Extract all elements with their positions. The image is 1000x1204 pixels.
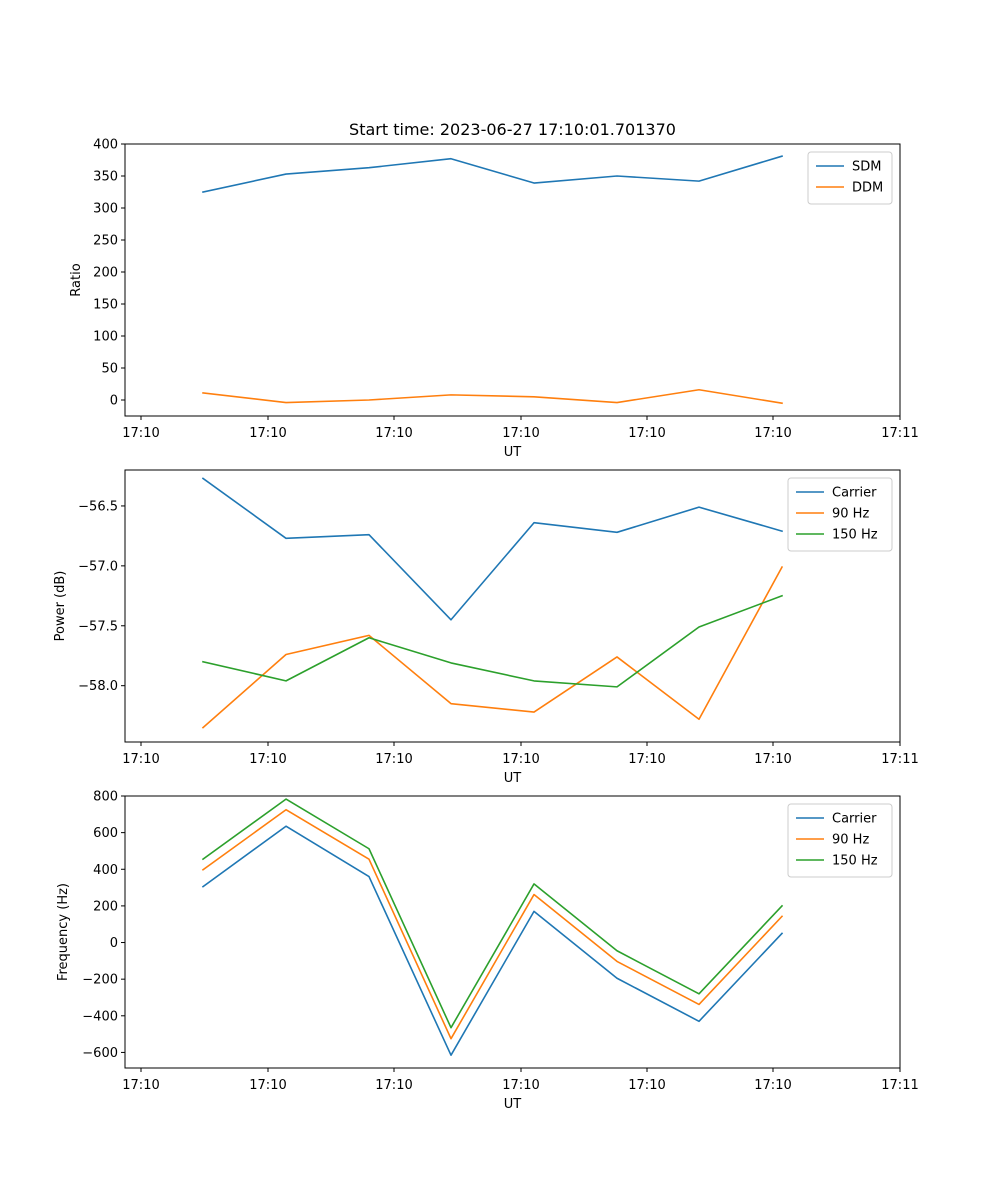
y-tick-label: 250	[93, 234, 118, 249]
y-tick-label: 400	[93, 138, 118, 153]
x-tick-label: 17:11	[881, 426, 918, 441]
x-tick-label: 17:10	[628, 1078, 665, 1093]
legend-box	[787, 803, 893, 878]
legend-label: SDM	[852, 160, 881, 175]
x-axis-label: UT	[504, 771, 522, 786]
x-tick-label: 17:10	[249, 426, 286, 441]
x-tick-label: 17:10	[502, 752, 539, 767]
x-tick-label: 17:10	[249, 752, 286, 767]
x-axis-label: UT	[504, 445, 522, 460]
chart-title: Start time: 2023-06-27 17:10:01.701370	[349, 120, 676, 139]
x-tick-label: 17:10	[375, 426, 412, 441]
legend-label: Carrier	[832, 812, 877, 827]
x-tick-label: 17:10	[122, 426, 159, 441]
x-tick-label: 17:10	[754, 752, 791, 767]
x-tick-label: 17:10	[628, 426, 665, 441]
y-tick-label: 0	[110, 936, 118, 951]
x-tick-label: 17:10	[122, 752, 159, 767]
legend-label: 150 Hz	[832, 854, 878, 869]
y-tick-label: −57.5	[78, 619, 118, 634]
series-line-150-hz	[201, 798, 784, 1029]
y-tick-label: −57.0	[78, 559, 118, 574]
x-tick-label: 17:10	[502, 1078, 539, 1093]
axes-frame	[124, 795, 901, 1069]
x-tick-label: 17:11	[881, 752, 918, 767]
legend-label: DDM	[852, 181, 883, 196]
y-tick-label: 50	[101, 362, 118, 377]
legend: Carrier 90 Hz 150 Hz	[787, 477, 893, 552]
series-line-150-hz	[202, 594, 784, 688]
x-tick-label: 17:10	[754, 1078, 791, 1093]
legend-label: 150 Hz	[832, 528, 878, 543]
series-line-carrier	[201, 477, 783, 621]
y-axis-label: Frequency (Hz)	[56, 883, 71, 981]
x-tick-label: 17:10	[375, 752, 412, 767]
y-tick-label: 400	[93, 863, 118, 878]
legend-label: Carrier	[832, 486, 877, 501]
y-tick-label: 300	[93, 202, 118, 217]
y-tick-label: −600	[82, 1046, 118, 1061]
chart-panel-2: 17:10 17:10 17:10 17:10 17:10 17:10 17:11 −58.0…	[53, 469, 919, 786]
axes-frame	[124, 143, 901, 417]
legend-box	[807, 151, 893, 205]
y-tick-label: 350	[93, 170, 118, 185]
legend-label: 90 Hz	[832, 507, 869, 522]
x-tick-label: 17:10	[502, 426, 539, 441]
chart-panel-1: 17:10 17:10 17:10 17:10 17:10 17:10 17:11 0 50 10…	[69, 120, 919, 460]
x-axis-label: UT	[504, 1097, 522, 1112]
y-axis-label: Ratio	[69, 263, 84, 296]
y-axis-label: Power (dB)	[53, 571, 68, 642]
axes-frame	[124, 469, 901, 743]
legend: Carrier 90 Hz 150 Hz	[787, 803, 893, 878]
y-tick-label: 800	[93, 790, 118, 805]
legend-label: 90 Hz	[832, 833, 869, 848]
legend: SDM DDM	[807, 151, 893, 205]
x-tick-label: 17:11	[881, 1078, 918, 1093]
x-tick-label: 17:10	[249, 1078, 286, 1093]
legend-box	[787, 477, 893, 552]
series-line-90-hz	[201, 565, 784, 729]
x-tick-label: 17:10	[122, 1078, 159, 1093]
y-tick-label: 600	[93, 826, 118, 841]
y-tick-label: 200	[93, 266, 118, 281]
y-tick-label: 100	[93, 330, 118, 345]
y-tick-label: −400	[82, 1009, 118, 1024]
y-tick-label: 200	[93, 899, 118, 914]
x-tick-label: 17:10	[628, 752, 665, 767]
series-line-carrier	[201, 825, 784, 1056]
x-tick-label: 17:10	[375, 1078, 412, 1093]
chart-panel-3: 17:10 17:10 17:10 17:10 17:10 17:10 17:11 −600 −…	[56, 790, 919, 1113]
y-tick-label: 0	[110, 394, 118, 409]
series-line-ddm	[202, 388, 783, 405]
series-line-sdm	[202, 155, 783, 193]
series-line-90-hz	[201, 808, 784, 1040]
y-tick-label: −56.5	[78, 499, 118, 514]
y-tick-label: −58.0	[78, 679, 118, 694]
y-tick-label: −200	[82, 973, 118, 988]
y-tick-label: 150	[93, 298, 118, 313]
x-tick-label: 17:10	[754, 426, 791, 441]
